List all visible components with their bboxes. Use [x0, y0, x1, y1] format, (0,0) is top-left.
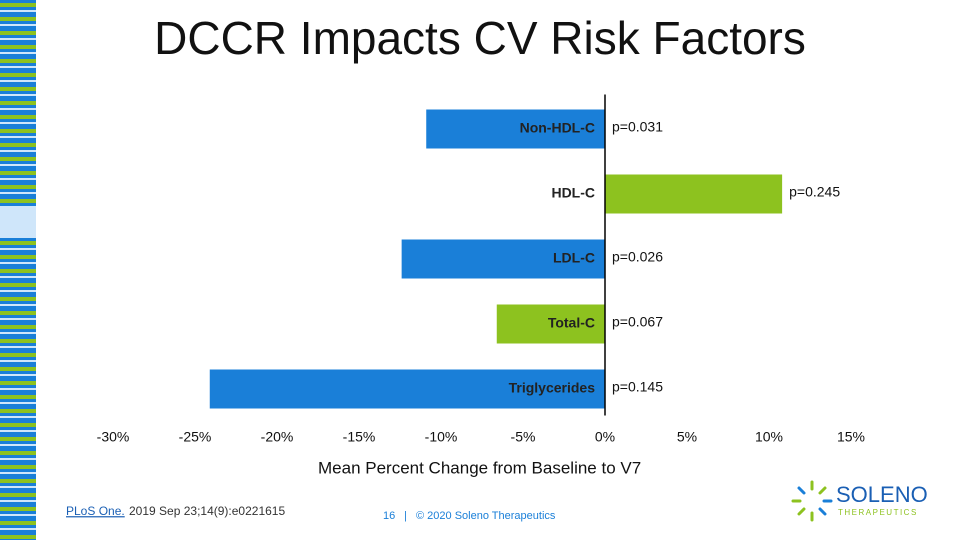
logo-name: SOLENO: [836, 482, 928, 507]
p-value-label: p=0.026: [612, 249, 663, 265]
bar: [426, 109, 605, 149]
citation: 2019 Sep 23;14(9):e0221615: [129, 504, 285, 518]
x-axis-title: Mean Percent Change from Baseline to V7: [318, 458, 641, 477]
x-tick-label: -10%: [425, 429, 458, 445]
copyright: © 2020 Soleno Therapeutics: [416, 510, 556, 522]
p-value-label: p=0.145: [612, 379, 663, 395]
p-value-label: p=0.245: [789, 184, 840, 200]
x-tick-label: 0%: [595, 429, 615, 445]
p-value-label: p=0.067: [612, 314, 663, 330]
x-tick-label: -30%: [97, 429, 130, 445]
category-label: Non-HDL-C: [520, 120, 595, 136]
side-accent: [0, 208, 36, 238]
x-tick-label: 10%: [755, 429, 783, 445]
x-tick-label: 5%: [677, 429, 697, 445]
category-label: Total-C: [548, 315, 595, 331]
bar: [401, 239, 605, 279]
bar: [209, 369, 605, 409]
bar: [496, 304, 605, 344]
logo-icon: [791, 480, 833, 522]
side-stripes: [0, 0, 36, 540]
page-number: 16: [383, 510, 395, 522]
p-value-label: p=0.031: [612, 119, 663, 135]
separator: |: [404, 510, 407, 522]
category-label: HDL-C: [551, 185, 595, 201]
category-label: LDL-C: [553, 250, 595, 266]
x-tick-label: 15%: [837, 429, 865, 445]
x-tick-label: -20%: [261, 429, 294, 445]
citation-link[interactable]: PLoS One.: [66, 504, 125, 518]
slide-title: DCCR Impacts CV Risk Factors: [154, 12, 806, 64]
category-label: Triglycerides: [509, 380, 596, 396]
x-tick-label: -5%: [511, 429, 536, 445]
bar: [605, 174, 783, 214]
logo-tagline: THERAPEUTICS: [838, 508, 918, 517]
x-tick-label: -25%: [179, 429, 212, 445]
x-tick-label: -15%: [343, 429, 376, 445]
